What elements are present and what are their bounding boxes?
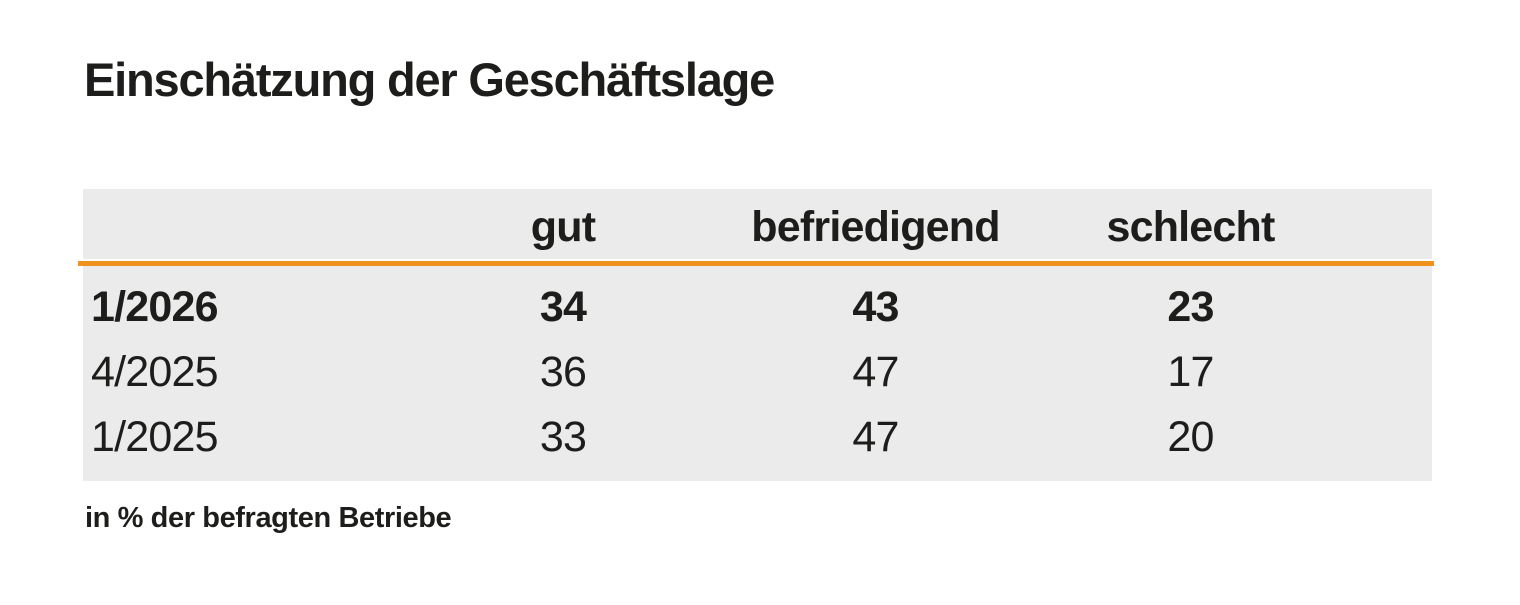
value-schlecht: 20 bbox=[1167, 413, 1214, 461]
accent-rule bbox=[78, 261, 1434, 266]
column-header-schlecht: schlecht bbox=[1106, 202, 1275, 251]
value-befriedigend: 47 bbox=[852, 348, 899, 396]
value-befriedigend: 47 bbox=[852, 413, 899, 461]
value-schlecht: 17 bbox=[1167, 348, 1214, 396]
table-row-4-2025: 4/2025 36 47 17 bbox=[83, 340, 1432, 405]
business-situation-table: gut befriedigend schlecht 1/2026 34 43 2… bbox=[78, 189, 1434, 481]
column-header-befriedigend: befriedigend bbox=[751, 202, 1000, 251]
value-befriedigend: 43 bbox=[852, 283, 899, 331]
table-body: 1/2026 34 43 23 4/2025 36 47 17 1/2025 3… bbox=[83, 266, 1432, 481]
table-row-1-2026: 1/2026 34 43 23 bbox=[83, 275, 1432, 340]
footnote: in % der befragten Betriebe bbox=[85, 502, 452, 534]
page-title: Einschätzung der Geschäftslage bbox=[84, 53, 775, 106]
value-gut: 36 bbox=[539, 348, 587, 396]
value-schlecht: 23 bbox=[1167, 283, 1214, 331]
column-header-gut: gut bbox=[530, 202, 596, 251]
row-label: 1/2026 bbox=[91, 283, 219, 331]
value-gut: 34 bbox=[539, 283, 587, 331]
table-header-row: gut befriedigend schlecht bbox=[83, 189, 1432, 259]
table-row-1-2025: 1/2025 33 47 20 bbox=[83, 405, 1432, 470]
header-rule-gap bbox=[83, 259, 1432, 261]
row-label: 1/2025 bbox=[91, 413, 219, 461]
row-label: 4/2025 bbox=[91, 348, 219, 396]
value-gut: 33 bbox=[539, 413, 587, 461]
